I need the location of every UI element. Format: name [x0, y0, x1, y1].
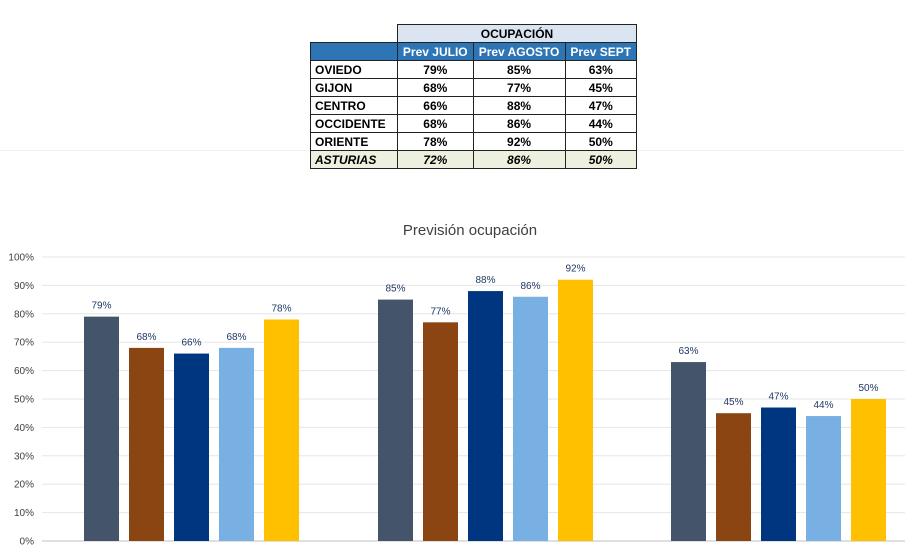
- table-cell: 47%: [564, 96, 638, 115]
- data-label: 88%: [475, 275, 495, 286]
- bar: [264, 319, 299, 541]
- occupancy-chart-container: Previsión ocupación 0% 10% 20% 30% 40% 50% 60%…: [0, 210, 905, 547]
- y-axis: 0% 10% 20% 30% 40% 50% 60% 70% 80% 90% 100%: [8, 253, 34, 547]
- table-cell: 85%: [472, 60, 566, 79]
- row-label: ORIENTE: [310, 132, 398, 151]
- y-tick-label: 10%: [14, 508, 34, 519]
- data-label: 86%: [520, 281, 540, 292]
- data-label: 77%: [430, 306, 450, 317]
- table-row: OVIEDO 79% 85% 63%: [310, 60, 638, 79]
- table-cell: 72%: [397, 150, 474, 169]
- occupancy-bar-chart: Previsión ocupación 0% 10% 20% 30% 40% 50% 60%…: [8, 222, 905, 547]
- y-tick-label: 90%: [14, 281, 34, 292]
- row-label: CENTRO: [310, 96, 398, 115]
- bar: [129, 347, 164, 541]
- y-tick-label: 20%: [14, 480, 34, 491]
- data-label: 68%: [136, 332, 156, 343]
- table-cell: 86%: [472, 114, 566, 133]
- bar: [806, 416, 841, 541]
- data-label: 79%: [91, 301, 111, 312]
- table-cell: 77%: [472, 78, 566, 97]
- data-label: 63%: [678, 346, 698, 357]
- data-label: 45%: [723, 397, 743, 408]
- table-cell: 50%: [564, 150, 638, 169]
- y-tick-label: 40%: [14, 423, 34, 434]
- data-label: 50%: [858, 383, 878, 394]
- data-label: 66%: [181, 338, 201, 349]
- table-cell: 45%: [564, 78, 638, 97]
- data-label: 44%: [813, 400, 833, 411]
- table-cell: 86%: [472, 150, 566, 169]
- bar: [378, 299, 413, 541]
- row-label: ASTURIAS: [310, 150, 398, 169]
- chart-bars: [84, 279, 886, 541]
- bar: [716, 413, 751, 541]
- table-header-corner: [310, 42, 398, 61]
- table-corner-blank: [311, 25, 398, 43]
- table-cell: 92%: [472, 132, 566, 151]
- table-cell: 68%: [397, 114, 474, 133]
- table-row: CENTRO 66% 88% 47%: [310, 96, 638, 115]
- row-label: OCCIDENTE: [310, 114, 398, 133]
- y-tick-label: 100%: [8, 253, 34, 264]
- bar: [219, 347, 254, 541]
- chart-title: Previsión ocupación: [403, 222, 537, 239]
- y-tick-label: 60%: [14, 366, 34, 377]
- data-label: 85%: [385, 284, 405, 295]
- data-label: 92%: [565, 264, 585, 275]
- table-row: OCCIDENTE 68% 86% 44%: [310, 114, 638, 133]
- bar: [84, 316, 119, 541]
- y-tick-label: 30%: [14, 451, 34, 462]
- bar: [423, 322, 458, 541]
- bar: [851, 399, 886, 541]
- occupancy-table-container: OCUPACIÓN Prev JULIO Prev AGOSTO Prev SE…: [310, 24, 638, 169]
- data-label: 47%: [768, 392, 788, 403]
- y-tick-label: 50%: [14, 395, 34, 406]
- table-cell: 66%: [397, 96, 474, 115]
- bar: [671, 362, 706, 541]
- row-label: GIJON: [310, 78, 398, 97]
- occupancy-table: OCUPACIÓN Prev JULIO Prev AGOSTO Prev SE…: [310, 24, 638, 169]
- bar: [761, 407, 796, 541]
- table-cell: 68%: [397, 78, 474, 97]
- table-cell: 88%: [472, 96, 566, 115]
- table-row: GIJON 68% 77% 45%: [310, 78, 638, 97]
- data-label: 68%: [226, 332, 246, 343]
- table-row: ORIENTE 78% 92% 50%: [310, 132, 638, 151]
- table-cell: 50%: [564, 132, 638, 151]
- bar: [558, 279, 593, 541]
- y-tick-label: 70%: [14, 338, 34, 349]
- y-tick-label: 0%: [20, 537, 35, 547]
- column-header: Prev SEPT: [564, 42, 638, 61]
- chart-data-labels: 79% 68% 66% 68% 78% 85% 77% 88% 86% 92% 63% 45% 47% 4…: [91, 264, 878, 411]
- table-cell: 63%: [564, 60, 638, 79]
- data-label: 78%: [271, 303, 291, 314]
- bar: [174, 353, 209, 541]
- row-label: OVIEDO: [310, 60, 398, 79]
- table-cell: 79%: [397, 60, 474, 79]
- column-header: Prev JULIO: [397, 42, 474, 61]
- table-cell: 44%: [564, 114, 638, 133]
- y-tick-label: 80%: [14, 309, 34, 320]
- table-group-header: OCUPACIÓN: [397, 24, 637, 43]
- bar: [513, 296, 548, 541]
- column-header: Prev AGOSTO: [472, 42, 566, 61]
- table-cell: 78%: [397, 132, 474, 151]
- bar: [468, 291, 503, 541]
- table-total-row: ASTURIAS 72% 86% 50%: [310, 150, 638, 169]
